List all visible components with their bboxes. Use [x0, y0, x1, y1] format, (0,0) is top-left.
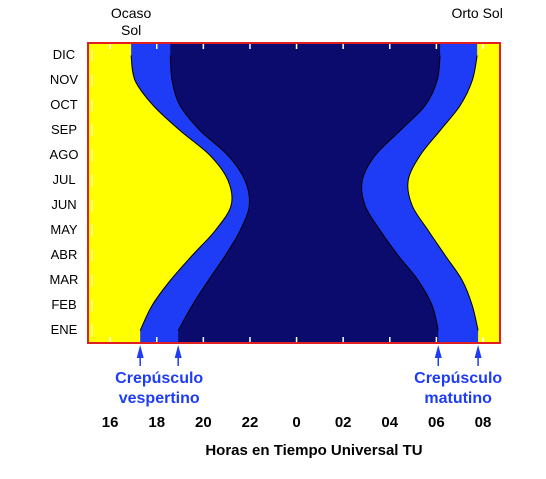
x-tick-label: 06: [428, 414, 445, 431]
y-tick-label: MAY: [50, 222, 78, 237]
boundary-line: [361, 55, 441, 331]
y-tick-label: ENE: [51, 322, 78, 337]
y-tick-label: AGO: [50, 147, 79, 162]
boundary-line: [169, 55, 250, 331]
x-tick-label: 04: [381, 414, 398, 431]
x-tick-label: 16: [102, 414, 119, 431]
y-tick-label: ABR: [51, 247, 78, 262]
y-tick-label: NOV: [50, 72, 79, 87]
x-tick-label: 0: [292, 414, 300, 431]
sun-label: Ocaso Sol: [110, 5, 152, 38]
y-tick-label: JUL: [52, 172, 75, 187]
x-tick-label: 08: [475, 414, 492, 431]
arrow-head: [136, 345, 144, 358]
night-region: [170, 43, 441, 343]
twilight-label: Crepúsculo matutino: [414, 370, 503, 407]
y-tick-label: DIC: [53, 47, 75, 62]
arrow-head: [174, 345, 182, 358]
x-tick-label: 20: [195, 414, 212, 431]
y-tick-label: OCT: [50, 97, 78, 112]
plot-frame: [87, 42, 501, 344]
arrow-head: [474, 345, 482, 358]
boundary-line: [407, 55, 479, 331]
x-axis-title: Horas en Tiempo Universal TU: [205, 442, 422, 459]
x-tick-label: 02: [335, 414, 352, 431]
x-tick-label: 22: [242, 414, 259, 431]
y-tick-label: SEP: [51, 122, 77, 137]
twilight-label: Crepúsculo vespertino: [115, 370, 204, 407]
arrow-head: [434, 345, 442, 358]
sun-label: Orto Sol: [451, 5, 503, 21]
x-tick-label: 18: [148, 414, 165, 431]
y-tick-label: MAR: [50, 272, 79, 287]
y-tick-label: FEB: [51, 297, 76, 312]
y-tick-label: JUN: [51, 197, 76, 212]
boundary-line: [130, 55, 233, 331]
